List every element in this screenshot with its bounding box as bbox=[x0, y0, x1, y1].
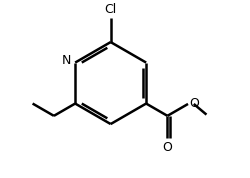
Text: O: O bbox=[190, 98, 200, 111]
Text: Cl: Cl bbox=[104, 3, 117, 16]
Text: N: N bbox=[62, 54, 71, 67]
Text: O: O bbox=[162, 141, 172, 154]
